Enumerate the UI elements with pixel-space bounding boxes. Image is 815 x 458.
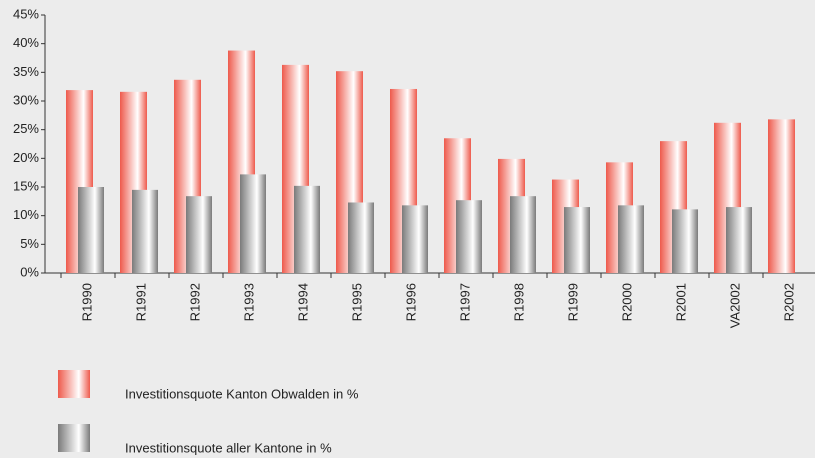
x-tick-label: VA2002 (727, 283, 742, 328)
legend-swatch (58, 424, 90, 452)
bar (456, 200, 482, 273)
x-tick-label: R1995 (349, 283, 364, 321)
x-tick-label: R2001 (673, 283, 688, 321)
x-tick-label: R1996 (403, 283, 418, 321)
y-tick-label: 40% (13, 35, 39, 50)
bar (402, 205, 428, 273)
x-tick-label: R2002 (781, 283, 796, 321)
y-tick-label: 25% (13, 121, 39, 136)
x-tick-label: R1998 (511, 283, 526, 321)
x-tick-label: R1993 (241, 283, 256, 321)
bar (618, 205, 644, 273)
bar (768, 119, 795, 273)
y-tick-label: 35% (13, 64, 39, 79)
x-tick-label: R1994 (295, 283, 310, 321)
x-tick-label: R1990 (79, 283, 94, 321)
x-tick-label: R1997 (457, 283, 472, 321)
y-tick-label: 0% (20, 264, 39, 279)
bar (240, 174, 266, 273)
legend-label: Investitionsquote Kanton Obwalden in % (125, 386, 359, 401)
legend-swatch (58, 370, 90, 398)
bar (132, 189, 158, 273)
y-tick-label: 30% (13, 92, 39, 107)
bar (726, 207, 752, 273)
x-tick-label: R1991 (133, 283, 148, 321)
bar (672, 209, 698, 273)
y-tick-label: 15% (13, 178, 39, 193)
bar (186, 196, 212, 273)
bar (510, 196, 536, 273)
x-tick-label: R2000 (619, 283, 634, 321)
bar (348, 202, 374, 273)
y-tick-label: 10% (13, 207, 39, 222)
y-tick-label: 45% (13, 6, 39, 21)
bar (294, 185, 320, 273)
x-tick-label: R1999 (565, 283, 580, 321)
bar (78, 187, 104, 273)
y-tick-label: 5% (20, 236, 39, 251)
legend-label: Investitionsquote aller Kantone in % (125, 440, 332, 455)
y-tick-label: 20% (13, 150, 39, 165)
x-tick-label: R1992 (187, 283, 202, 321)
bar (564, 207, 590, 273)
